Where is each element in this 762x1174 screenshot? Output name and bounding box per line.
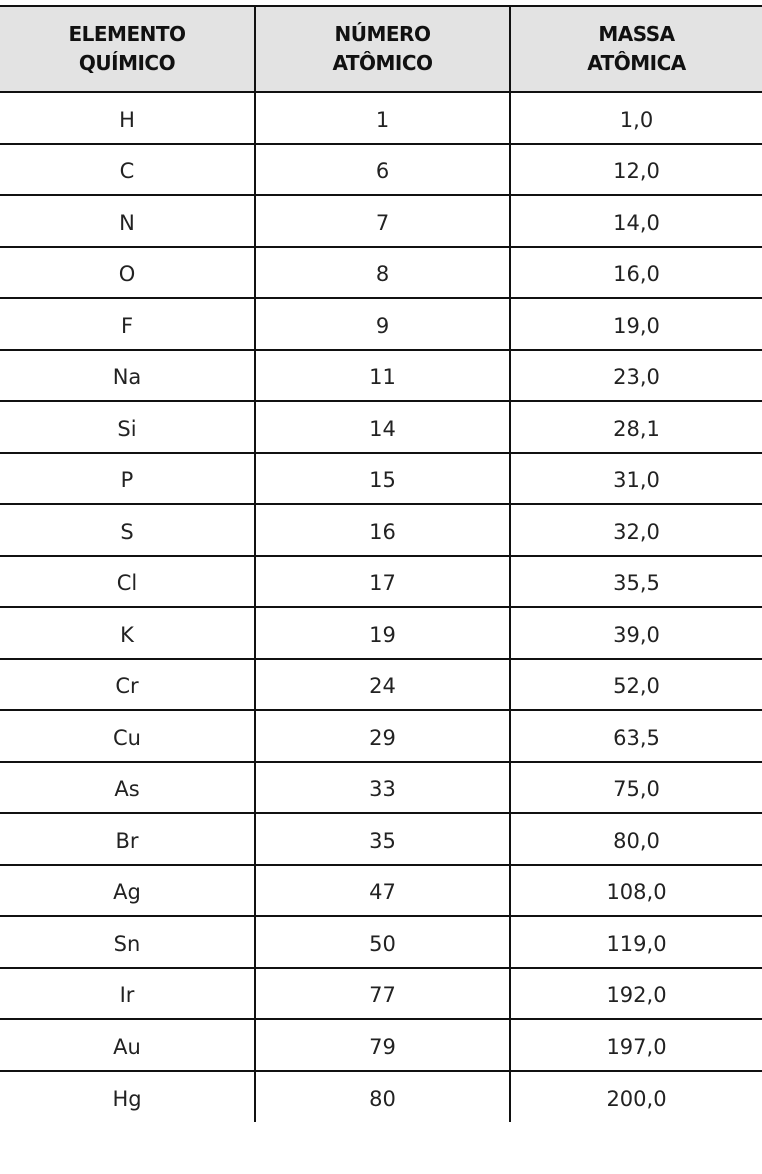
- table-row: Ag 47 108,0: [0, 863, 762, 917]
- cell-atomic-mass: 80,0: [509, 812, 762, 866]
- cell-atomic-mass: 200,0: [509, 1069, 762, 1122]
- cell-atomic-number: 50: [254, 915, 511, 969]
- cell-element: Ir: [0, 966, 256, 1020]
- cell-element: O: [0, 245, 256, 299]
- table-row: Hg 80 200,0: [0, 1069, 762, 1122]
- header-row: ELEMENTO QUÍMICO NÚMERO ATÔMICO MASSA AT…: [0, 5, 762, 93]
- cell-atomic-mass: 63,5: [509, 709, 762, 763]
- table-row: O 8 16,0: [0, 245, 762, 299]
- cell-element: N: [0, 194, 256, 248]
- cell-atomic-number: 11: [254, 348, 511, 402]
- cell-atomic-number: 19: [254, 606, 511, 660]
- cell-element: Si: [0, 400, 256, 454]
- cell-atomic-mass: 12,0: [509, 142, 762, 196]
- cell-element: K: [0, 606, 256, 660]
- table-row: Ir 77 192,0: [0, 966, 762, 1020]
- cell-atomic-number: 29: [254, 709, 511, 763]
- cell-atomic-number: 33: [254, 760, 511, 814]
- cell-atomic-mass: 28,1: [509, 400, 762, 454]
- table-row: Au 79 197,0: [0, 1018, 762, 1072]
- table-row: As 33 75,0: [0, 760, 762, 814]
- cell-atomic-mass: 75,0: [509, 760, 762, 814]
- table-row: F 9 19,0: [0, 297, 762, 351]
- cell-atomic-mass: 14,0: [509, 194, 762, 248]
- table-row: C 6 12,0: [0, 142, 762, 196]
- header-atomic-mass: MASSA ATÔMICA: [509, 5, 762, 93]
- cell-element: F: [0, 297, 256, 351]
- cell-atomic-number: 79: [254, 1018, 511, 1072]
- cell-element: Cu: [0, 709, 256, 763]
- table-row: Na 11 23,0: [0, 348, 762, 402]
- cell-atomic-mass: 19,0: [509, 297, 762, 351]
- cell-element: Sn: [0, 915, 256, 969]
- table-row: S 16 32,0: [0, 503, 762, 557]
- table-row: H 1 1,0: [0, 91, 762, 145]
- table-row: Cr 24 52,0: [0, 657, 762, 711]
- table-row: Si 14 28,1: [0, 400, 762, 454]
- cell-element: Hg: [0, 1069, 256, 1122]
- cell-atomic-number: 35: [254, 812, 511, 866]
- cell-element: Na: [0, 348, 256, 402]
- table-row: Br 35 80,0: [0, 812, 762, 866]
- table-row: K 19 39,0: [0, 606, 762, 660]
- cell-atomic-mass: 35,5: [509, 554, 762, 608]
- table-row: P 15 31,0: [0, 451, 762, 505]
- cell-element: Br: [0, 812, 256, 866]
- header-element: ELEMENTO QUÍMICO: [0, 5, 256, 93]
- cell-atomic-mass: 16,0: [509, 245, 762, 299]
- cell-atomic-mass: 52,0: [509, 657, 762, 711]
- cell-atomic-mass: 197,0: [509, 1018, 762, 1072]
- cell-element: P: [0, 451, 256, 505]
- cell-atomic-mass: 119,0: [509, 915, 762, 969]
- header-atomic-number: NÚMERO ATÔMICO: [254, 5, 511, 93]
- cell-atomic-number: 16: [254, 503, 511, 557]
- cell-atomic-mass: 108,0: [509, 863, 762, 917]
- cell-atomic-number: 7: [254, 194, 511, 248]
- table-row: N 7 14,0: [0, 194, 762, 248]
- cell-element: H: [0, 91, 256, 145]
- table-row: Cl 17 35,5: [0, 554, 762, 608]
- cell-atomic-number: 8: [254, 245, 511, 299]
- cell-atomic-number: 1: [254, 91, 511, 145]
- cell-atomic-number: 80: [254, 1069, 511, 1122]
- cell-atomic-number: 14: [254, 400, 511, 454]
- cell-atomic-mass: 39,0: [509, 606, 762, 660]
- cell-element: Cr: [0, 657, 256, 711]
- cell-atomic-number: 77: [254, 966, 511, 1020]
- cell-atomic-number: 9: [254, 297, 511, 351]
- table-row: Cu 29 63,5: [0, 709, 762, 763]
- elements-table: ELEMENTO QUÍMICO NÚMERO ATÔMICO MASSA AT…: [0, 5, 762, 1122]
- cell-atomic-mass: 1,0: [509, 91, 762, 145]
- cell-element: Ag: [0, 863, 256, 917]
- cell-element: S: [0, 503, 256, 557]
- cell-atomic-mass: 192,0: [509, 966, 762, 1020]
- cell-atomic-number: 15: [254, 451, 511, 505]
- cell-atomic-mass: 31,0: [509, 451, 762, 505]
- cell-element: Au: [0, 1018, 256, 1072]
- cell-atomic-mass: 23,0: [509, 348, 762, 402]
- cell-atomic-number: 6: [254, 142, 511, 196]
- cell-element: Cl: [0, 554, 256, 608]
- table-row: Sn 50 119,0: [0, 915, 762, 969]
- cell-atomic-number: 24: [254, 657, 511, 711]
- cell-atomic-mass: 32,0: [509, 503, 762, 557]
- cell-element: C: [0, 142, 256, 196]
- cell-element: As: [0, 760, 256, 814]
- cell-atomic-number: 17: [254, 554, 511, 608]
- cell-atomic-number: 47: [254, 863, 511, 917]
